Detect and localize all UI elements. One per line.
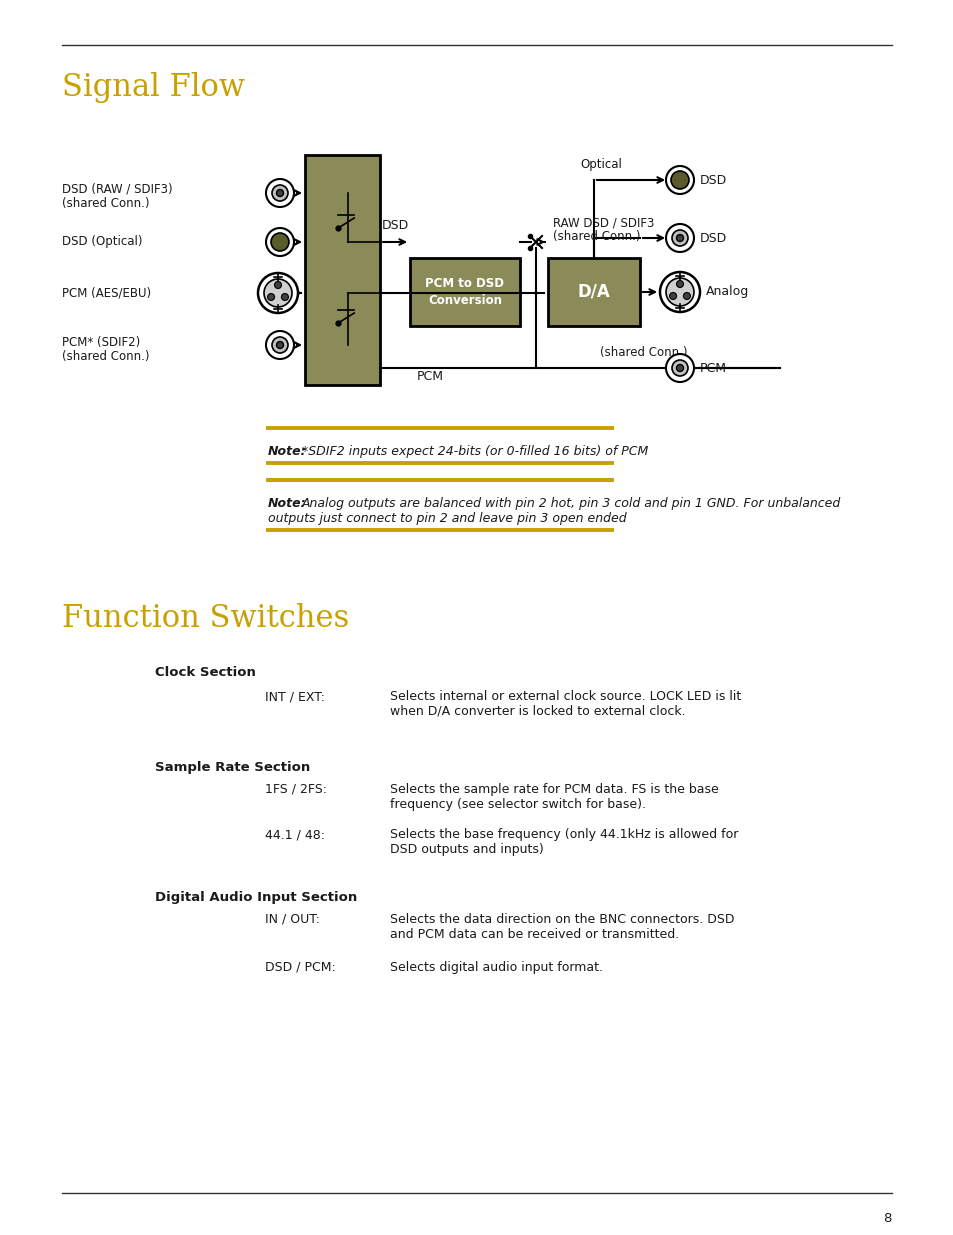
Text: frequency (see selector switch for base).: frequency (see selector switch for base)… [390,798,645,811]
Text: Selects the base frequency (only 44.1kHz is allowed for: Selects the base frequency (only 44.1kHz… [390,827,738,841]
Circle shape [671,230,687,246]
Circle shape [274,282,281,289]
Circle shape [671,359,687,375]
Text: (shared Conn.): (shared Conn.) [62,198,150,210]
Text: Function Switches: Function Switches [62,603,349,634]
Text: Selects the data direction on the BNC connectors. DSD: Selects the data direction on the BNC co… [390,913,734,926]
Bar [305,156,379,385]
Text: (shared Conn.): (shared Conn.) [553,230,639,243]
Circle shape [267,294,274,300]
Text: DSD / PCM:: DSD / PCM: [265,961,335,974]
Circle shape [665,224,693,252]
Circle shape [665,354,693,382]
Circle shape [266,228,294,256]
Circle shape [271,233,289,251]
Text: PCM: PCM [416,370,443,383]
Text: DSD (Optical): DSD (Optical) [62,236,142,248]
Circle shape [676,364,682,372]
Text: PCM (AES/EBU): PCM (AES/EBU) [62,287,151,300]
Text: Clock Section: Clock Section [154,666,255,679]
Text: D/A: D/A [577,283,610,301]
Text: DSD: DSD [700,173,726,186]
Circle shape [272,185,288,201]
Circle shape [266,179,294,207]
Circle shape [276,342,283,348]
Text: Optical: Optical [579,158,621,170]
Circle shape [665,278,693,306]
Text: and PCM data can be received or transmitted.: and PCM data can be received or transmit… [390,927,679,941]
Text: *SDIF2 inputs expect 24-bits (or 0-filled 16 bits) of PCM: *SDIF2 inputs expect 24-bits (or 0-fille… [302,445,648,458]
Text: Note:: Note: [268,496,306,510]
Text: outputs just connect to pin 2 and leave pin 3 open ended: outputs just connect to pin 2 and leave … [268,513,626,525]
Circle shape [276,189,283,196]
Text: IN / OUT:: IN / OUT: [265,913,319,926]
Circle shape [272,337,288,353]
Text: DSD (RAW / SDIF3): DSD (RAW / SDIF3) [62,183,172,196]
Text: Analog outputs are balanced with pin 2 hot, pin 3 cold and pin 1 GND. For unbala: Analog outputs are balanced with pin 2 h… [302,496,841,510]
Text: 44.1 / 48:: 44.1 / 48: [265,827,325,841]
Bar [410,258,519,326]
Circle shape [669,293,676,300]
Circle shape [257,273,297,312]
Bar [547,258,639,326]
Text: DSD: DSD [700,231,726,245]
Text: Selects internal or external clock source. LOCK LED is lit: Selects internal or external clock sourc… [390,690,740,703]
Circle shape [682,293,690,300]
Text: RAW DSD / SDIF3: RAW DSD / SDIF3 [553,216,654,228]
Text: when D/A converter is locked to external clock.: when D/A converter is locked to external… [390,705,685,718]
Text: DSD: DSD [381,219,408,232]
Text: Selects digital audio input format.: Selects digital audio input format. [390,961,602,974]
Text: 8: 8 [882,1212,891,1225]
Circle shape [264,279,292,308]
Text: Signal Flow: Signal Flow [62,72,245,103]
Text: (shared Conn.): (shared Conn.) [62,350,150,363]
Circle shape [676,280,682,288]
Text: PCM* (SDIF2): PCM* (SDIF2) [62,336,140,350]
Text: PCM: PCM [700,362,726,374]
Text: PCM to DSD
Conversion: PCM to DSD Conversion [425,277,504,308]
Text: Note:: Note: [268,445,306,458]
Text: INT / EXT:: INT / EXT: [265,690,325,703]
Circle shape [659,272,700,312]
Circle shape [676,235,682,242]
Circle shape [266,331,294,359]
Text: Digital Audio Input Section: Digital Audio Input Section [154,890,356,904]
Text: Sample Rate Section: Sample Rate Section [154,761,310,774]
Text: DSD outputs and inputs): DSD outputs and inputs) [390,844,543,856]
Circle shape [281,294,288,300]
Circle shape [670,170,688,189]
Text: Selects the sample rate for PCM data. FS is the base: Selects the sample rate for PCM data. FS… [390,783,718,797]
Text: Analog: Analog [705,285,748,299]
Circle shape [665,165,693,194]
Text: 1FS / 2FS:: 1FS / 2FS: [265,783,327,797]
Text: (shared Conn.): (shared Conn.) [599,346,687,359]
